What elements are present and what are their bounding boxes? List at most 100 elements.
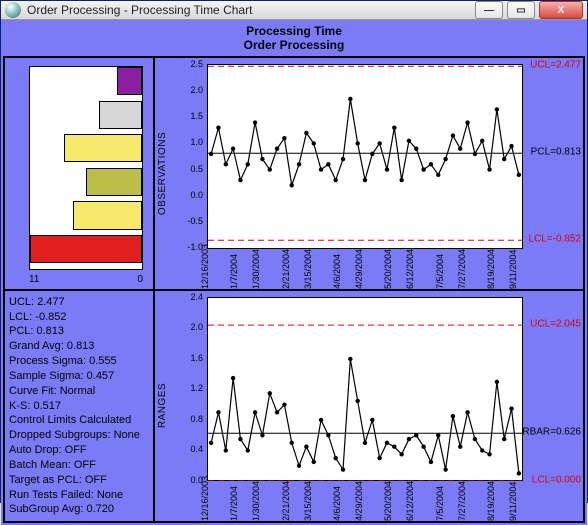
app-window: Order Processing - Processing Time Chart… [0,0,588,503]
y-tick: 1.2 [190,383,203,393]
titlebar[interactable]: Order Processing - Processing Time Chart… [1,1,587,20]
range-chart-body: 0.00.40.81.21.62.02.4 12/16/20031/7/2004… [171,291,583,522]
range-svg [208,298,522,481]
individuals-y-axis: -1.0-0.50.00.51.01.52.02.5 [171,64,205,249]
stat-line: LCL: -0.852 [9,310,149,325]
x-tick: 1/7/2004 [229,486,239,521]
x-tick: 1/7/2004 [229,254,239,289]
individuals-chart-panel: OBSERVATIONS -1.0-0.50.00.51.01.52.02.5 … [154,57,584,290]
stat-line: Batch Mean: OFF [9,458,149,473]
y-tick: 1.5 [190,111,203,121]
y-tick: 1.0 [190,137,203,147]
stat-line: K-S: 0.517 [9,399,149,414]
hist-x-max: 0 [137,274,143,285]
stat-line: PCL: 0.813 [9,324,149,339]
stat-line: Grand Avg: 0.813 [9,339,149,354]
range-y-axis: 0.00.40.81.21.62.02.4 [171,297,205,482]
y-tick: 2.0 [190,322,203,332]
minimize-button[interactable]: — [475,1,503,19]
x-tick: 7/5/2004 [435,486,445,521]
x-tick: 3/15/2004 [303,481,313,521]
stat-line: Run Tests Failed: None [9,488,149,503]
close-button[interactable]: X [539,1,583,19]
x-tick: 7/27/2004 [457,249,467,289]
stat-line: Auto Drop: OFF [9,443,149,458]
x-tick: 9/11/2004 [508,249,518,288]
y-tick: 0.8 [190,414,203,424]
x-tick: 6/12/2004 [405,249,415,289]
y-tick: 2.5 [190,59,203,69]
stat-line: SubGroup Avg: 0.720 [9,502,149,517]
y-tick: 2.0 [190,85,203,95]
range-chart-panel: RANGES 0.00.40.81.21.62.02.4 12/16/20031… [154,290,584,523]
window-buttons: — ▭ X [475,1,583,19]
range-y-label: RANGES [158,383,169,428]
x-tick: 4/6/2004 [332,254,342,289]
histogram-panel: INDIVIDUALS 11 0 [4,57,154,290]
x-tick: 5/20/2004 [383,481,393,521]
chart-title-1: Processing Time [3,24,585,38]
stats-list: UCL: 2.477LCL: -0.852PCL: 0.813Grand Avg… [5,291,153,522]
stat-line: Process Sigma: 0.555 [9,354,149,369]
x-tick: 4/29/2004 [354,481,364,521]
client-area: Processing Time Order Processing INDIVID… [1,20,587,525]
x-tick: 4/6/2004 [332,486,342,521]
maximize-button[interactable]: ▭ [507,1,535,19]
individuals-pcl-label: PCL=0.813 [531,147,581,158]
x-tick: 8/19/2004 [486,481,496,521]
individuals-plot-area [207,64,523,249]
stat-line: Sample Sigma: 0.457 [9,369,149,384]
x-tick: 1/30/2004 [251,481,261,521]
histogram-plot [29,66,143,270]
x-tick: 12/16/2003 [200,244,210,289]
range-ucl-label: UCL=2.045 [530,318,581,329]
range-rbar-label: RBAR=0.626 [522,426,581,437]
individuals-y-label: OBSERVATIONS [158,132,169,215]
x-tick: 7/5/2004 [435,254,445,289]
chart-header: Processing Time Order Processing [3,22,585,56]
stat-line: Dropped Subgroups: None [9,428,149,443]
stats-panel: UCL: 2.477LCL: -0.852PCL: 0.813Grand Avg… [4,290,154,523]
range-lcl-label: LCL=0.000 [532,474,581,485]
stat-line: UCL: 2.477 [9,295,149,310]
stat-line: Control Limits Calculated [9,413,149,428]
hist-bar [64,134,142,162]
individuals-svg [208,65,522,248]
hist-x-min: 11 [29,274,39,285]
hist-bar [117,67,142,95]
x-tick: 5/20/2004 [383,249,393,289]
x-tick: 2/21/2004 [281,249,291,289]
chart-grid: INDIVIDUALS 11 0 OBSERVATIONS [3,56,585,523]
x-tick: 3/15/2004 [303,249,313,289]
hist-bar [86,168,142,196]
x-tick: 7/27/2004 [457,481,467,521]
stat-line: Curve Fit: Normal [9,384,149,399]
y-tick: -0.5 [187,216,203,226]
x-tick: 9/11/2004 [508,482,518,521]
individuals-x-axis: 12/16/20031/7/20041/30/20042/21/20043/15… [207,251,523,289]
x-tick: 12/16/2003 [200,476,210,521]
window-title: Order Processing - Processing Time Chart [27,3,475,17]
y-tick: 0.4 [190,444,203,454]
y-tick: 0.5 [190,164,203,174]
hist-bar [30,235,142,263]
chart-title-2: Order Processing [3,38,585,52]
hist-bar [73,201,142,229]
y-tick: 0.0 [190,190,203,200]
histogram-x-axis: 11 0 [5,272,153,289]
range-x-axis: 12/16/20031/7/20041/30/20042/21/20043/15… [207,483,523,521]
stat-line: Target as PCL: OFF [9,473,149,488]
x-tick: 8/19/2004 [486,249,496,289]
range-plot-area [207,297,523,482]
individuals-lcl-label: LCL=-0.852 [528,234,581,245]
y-tick: 1.6 [190,353,203,363]
x-tick: 6/12/2004 [405,481,415,521]
x-tick: 2/21/2004 [281,481,291,521]
x-tick: 4/29/2004 [354,249,364,289]
hist-bar [99,101,142,129]
y-tick: 2.4 [190,292,203,302]
app-icon [5,2,21,18]
individuals-chart-body: -1.0-0.50.00.51.01.52.02.5 12/16/20031/7… [171,58,583,289]
x-tick: 1/30/2004 [251,249,261,289]
individuals-ucl-label: UCL=2.477 [530,60,581,71]
